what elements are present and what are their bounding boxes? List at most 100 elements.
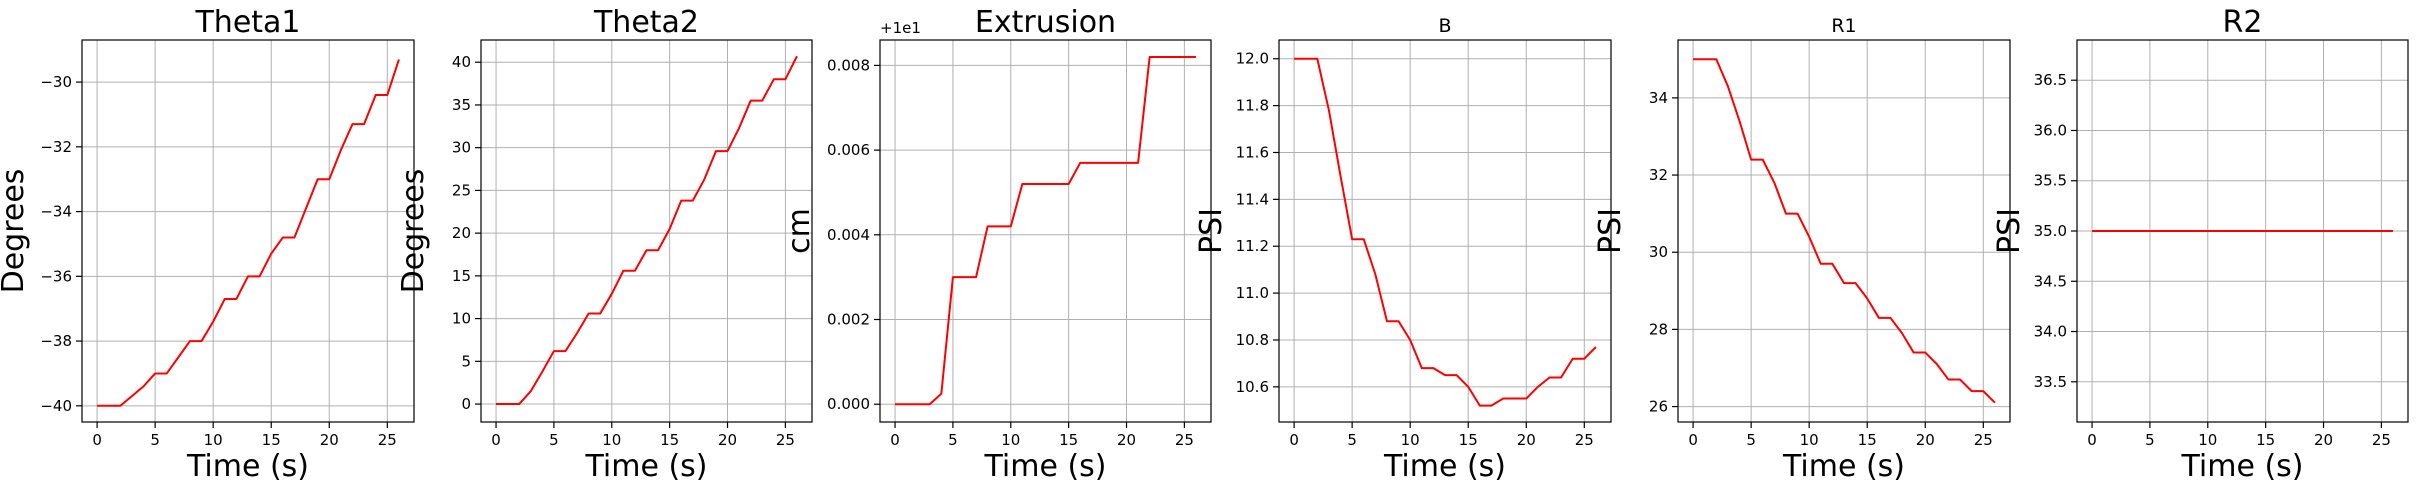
y-tick-label: 40 — [452, 53, 471, 71]
series-line — [496, 55, 798, 406]
x-tick-label: 0 — [2087, 431, 2097, 449]
x-tick-label: 15 — [1459, 431, 1478, 449]
x-tick-label: 5 — [948, 431, 958, 449]
x-axis-label: Time (s) — [585, 449, 708, 484]
y-tick-label: 0.008 — [827, 56, 870, 74]
y-tick-label: 36.5 — [2034, 71, 2067, 89]
y-tick-label: −34 — [40, 203, 72, 221]
axes-frame — [1677, 39, 2011, 423]
y-tick-label: 30 — [1649, 243, 1668, 261]
y-tick-label: 35.0 — [2034, 222, 2067, 240]
chart-title: Theta2 — [593, 5, 699, 40]
y-tick-label: 0 — [461, 395, 471, 413]
chart-title: R1 — [1831, 15, 1856, 37]
x-axis-label: Time (s) — [1383, 449, 1506, 484]
y-tick-label: 28 — [1649, 320, 1668, 338]
x-tick-label: 10 — [1800, 431, 1819, 449]
series-line — [895, 55, 1196, 406]
y-tick-label: 30 — [452, 139, 471, 157]
series-line — [1294, 57, 1597, 407]
chart-panel-3: 0 5 10 15 20 25 0.000 0.002 0.004 0.006 0.008 +1e1 E… — [782, 5, 1212, 484]
y-tick-label: 11.2 — [1236, 237, 1269, 255]
y-tick-label: 11.8 — [1236, 97, 1269, 115]
x-axis-label: Time (s) — [984, 449, 1107, 484]
y-tick-label: 33.5 — [2034, 373, 2067, 391]
y-tick-label: 36.0 — [2034, 121, 2067, 139]
x-tick-label: 10 — [602, 431, 621, 449]
y-axis-label: PSI — [1992, 208, 2027, 254]
x-tick-label: 0 — [1289, 431, 1299, 449]
x-tick-label: 20 — [1916, 431, 1935, 449]
y-tick-label: −40 — [40, 397, 72, 415]
y-axis-label: cm — [782, 208, 817, 254]
y-tick-label: 11.4 — [1236, 190, 1269, 208]
chart-title: Extrusion — [975, 5, 1116, 40]
y-axis-label: Degrees — [396, 169, 431, 294]
y-tick-label: 10.6 — [1236, 378, 1269, 396]
y-tick-label: 0.004 — [827, 226, 870, 244]
x-tick-label: 5 — [150, 431, 160, 449]
y-tick-label: −38 — [40, 332, 72, 350]
x-tick-label: 5 — [1746, 431, 1756, 449]
axes-frame — [480, 39, 813, 423]
x-tick-label: 10 — [1401, 431, 1420, 449]
x-tick-label: 15 — [1858, 431, 1877, 449]
x-tick-label: 0 — [491, 431, 501, 449]
y-tick-label: 0.000 — [827, 395, 870, 413]
y-tick-label: 34 — [1649, 89, 1668, 107]
x-tick-label: 25 — [2372, 431, 2391, 449]
x-tick-label: 5 — [1347, 431, 1357, 449]
x-axis-label: Time (s) — [2181, 449, 2304, 484]
x-axis-label: Time (s) — [186, 449, 309, 484]
y-tick-label: 34.5 — [2034, 272, 2067, 290]
chart-panel-1: 0 5 10 15 20 25 −40 −38 −36 −34 −32 −30 Theta1 Time (… — [0, 5, 415, 484]
y-offset-label: +1e1 — [880, 19, 921, 37]
y-tick-label: 11.0 — [1236, 284, 1269, 302]
y-tick-label: 12.0 — [1236, 50, 1269, 68]
x-tick-label: 25 — [776, 431, 795, 449]
x-tick-label: 5 — [2145, 431, 2155, 449]
y-tick-label: 35 — [452, 96, 471, 114]
x-tick-label: 20 — [320, 431, 339, 449]
y-tick-label: −32 — [40, 138, 72, 156]
y-tick-label: 20 — [452, 224, 471, 242]
chart-panel-2: 0 5 10 15 20 25 0 5 10 15 20 25 30 35 40 Theta2 Time (s)… — [396, 5, 813, 484]
x-tick-label: 0 — [1688, 431, 1698, 449]
x-tick-label: 25 — [1175, 431, 1194, 449]
y-tick-label: 10 — [452, 310, 471, 328]
y-tick-label: 35.5 — [2034, 172, 2067, 190]
axes-frame — [879, 39, 1212, 423]
axes-frame — [1278, 39, 1612, 423]
chart-title: B — [1438, 15, 1451, 37]
x-tick-label: 5 — [549, 431, 559, 449]
y-tick-label: 26 — [1649, 398, 1668, 416]
x-tick-label: 15 — [262, 431, 281, 449]
y-tick-label: 15 — [452, 267, 471, 285]
y-tick-label: 25 — [452, 181, 471, 199]
x-tick-label: 0 — [890, 431, 900, 449]
x-tick-label: 10 — [1001, 431, 1020, 449]
x-tick-label: 15 — [2256, 431, 2275, 449]
axes-frame — [81, 39, 415, 423]
series-line — [1693, 58, 1996, 404]
y-tick-label: 5 — [461, 352, 471, 370]
x-axis-label: Time (s) — [1782, 449, 1905, 484]
y-tick-label: 34.0 — [2034, 323, 2067, 341]
chart-title: Theta1 — [194, 5, 300, 40]
series-line — [97, 59, 400, 407]
chart-panel-5: 0 5 10 15 20 25 26 28 30 32 34 R1 Time (s) PSI — [1593, 15, 2011, 484]
x-tick-label: 25 — [378, 431, 397, 449]
y-tick-label: 11.6 — [1236, 143, 1269, 161]
x-tick-label: 20 — [718, 431, 737, 449]
x-tick-label: 10 — [204, 431, 223, 449]
x-tick-label: 20 — [1117, 431, 1136, 449]
x-tick-label: 15 — [1059, 431, 1078, 449]
x-tick-label: 10 — [2198, 431, 2217, 449]
chart-title: R2 — [2223, 5, 2263, 40]
x-tick-label: 0 — [92, 431, 102, 449]
y-axis-label: PSI — [1194, 208, 1229, 254]
y-tick-label: −36 — [40, 267, 72, 285]
y-axis-label: PSI — [1593, 208, 1628, 254]
x-tick-label: 20 — [2314, 431, 2333, 449]
